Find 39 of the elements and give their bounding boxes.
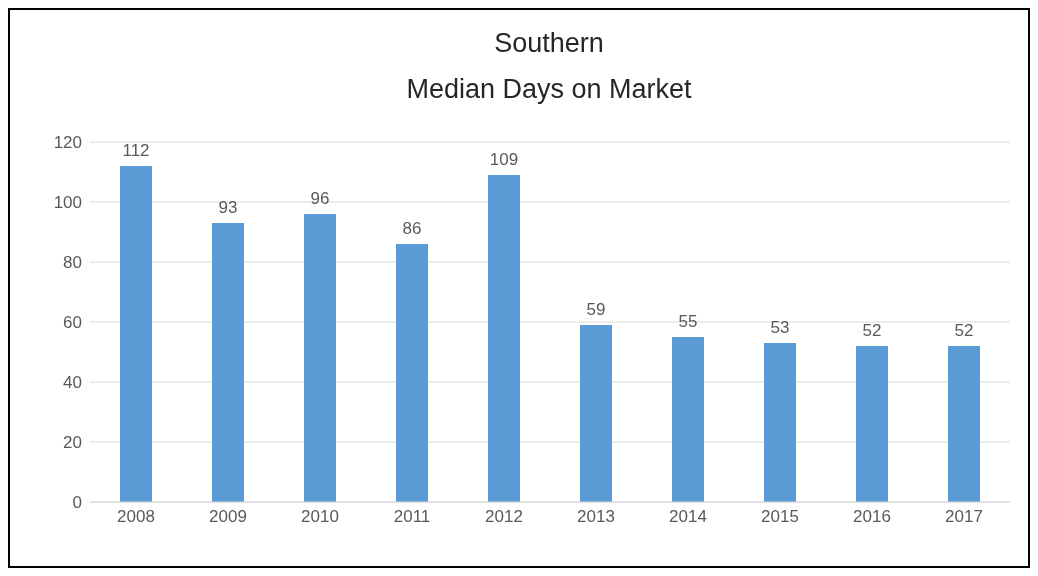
bar	[580, 325, 612, 502]
x-tick-label: 2010	[301, 507, 339, 527]
data-label: 55	[678, 312, 698, 331]
y-tick-label: 120	[53, 133, 82, 153]
y-tick-label: 40	[63, 373, 82, 393]
x-tick-label: 2011	[393, 507, 431, 527]
y-tick-label: 100	[53, 193, 82, 213]
x-tick-label: 2009	[209, 507, 247, 527]
data-label: 53	[770, 318, 790, 337]
x-tick-label: 2014	[669, 507, 707, 527]
data-label: 112	[122, 141, 150, 160]
x-tick-label: 2008	[117, 507, 155, 527]
x-tick-label: 2017	[945, 507, 983, 527]
bar	[304, 214, 336, 502]
bar	[764, 343, 796, 502]
bar	[948, 346, 980, 502]
bar	[396, 244, 428, 502]
chart-title: Southern	[493, 27, 605, 60]
x-tick-label: 2016	[853, 507, 891, 527]
data-label: 86	[402, 219, 422, 238]
bar	[212, 223, 244, 502]
chart-subtitle: Median Days on Market	[405, 73, 693, 106]
y-tick-label: 0	[72, 493, 82, 513]
x-tick-label: 2013	[577, 507, 615, 527]
x-tick-label: 2012	[485, 507, 523, 527]
bar	[120, 166, 152, 502]
bar	[488, 175, 520, 502]
y-tick-label: 20	[63, 433, 82, 453]
data-label: 59	[586, 300, 606, 319]
data-label: 109	[489, 150, 519, 169]
x-tick-label: 2015	[761, 507, 799, 527]
y-tick-label: 80	[63, 253, 82, 273]
data-label: 52	[954, 321, 974, 340]
bar	[672, 337, 704, 502]
data-label: 96	[310, 189, 330, 208]
bar	[856, 346, 888, 502]
data-label: 93	[218, 198, 238, 217]
data-label: 52	[862, 321, 882, 340]
y-tick-label: 60	[63, 313, 82, 333]
